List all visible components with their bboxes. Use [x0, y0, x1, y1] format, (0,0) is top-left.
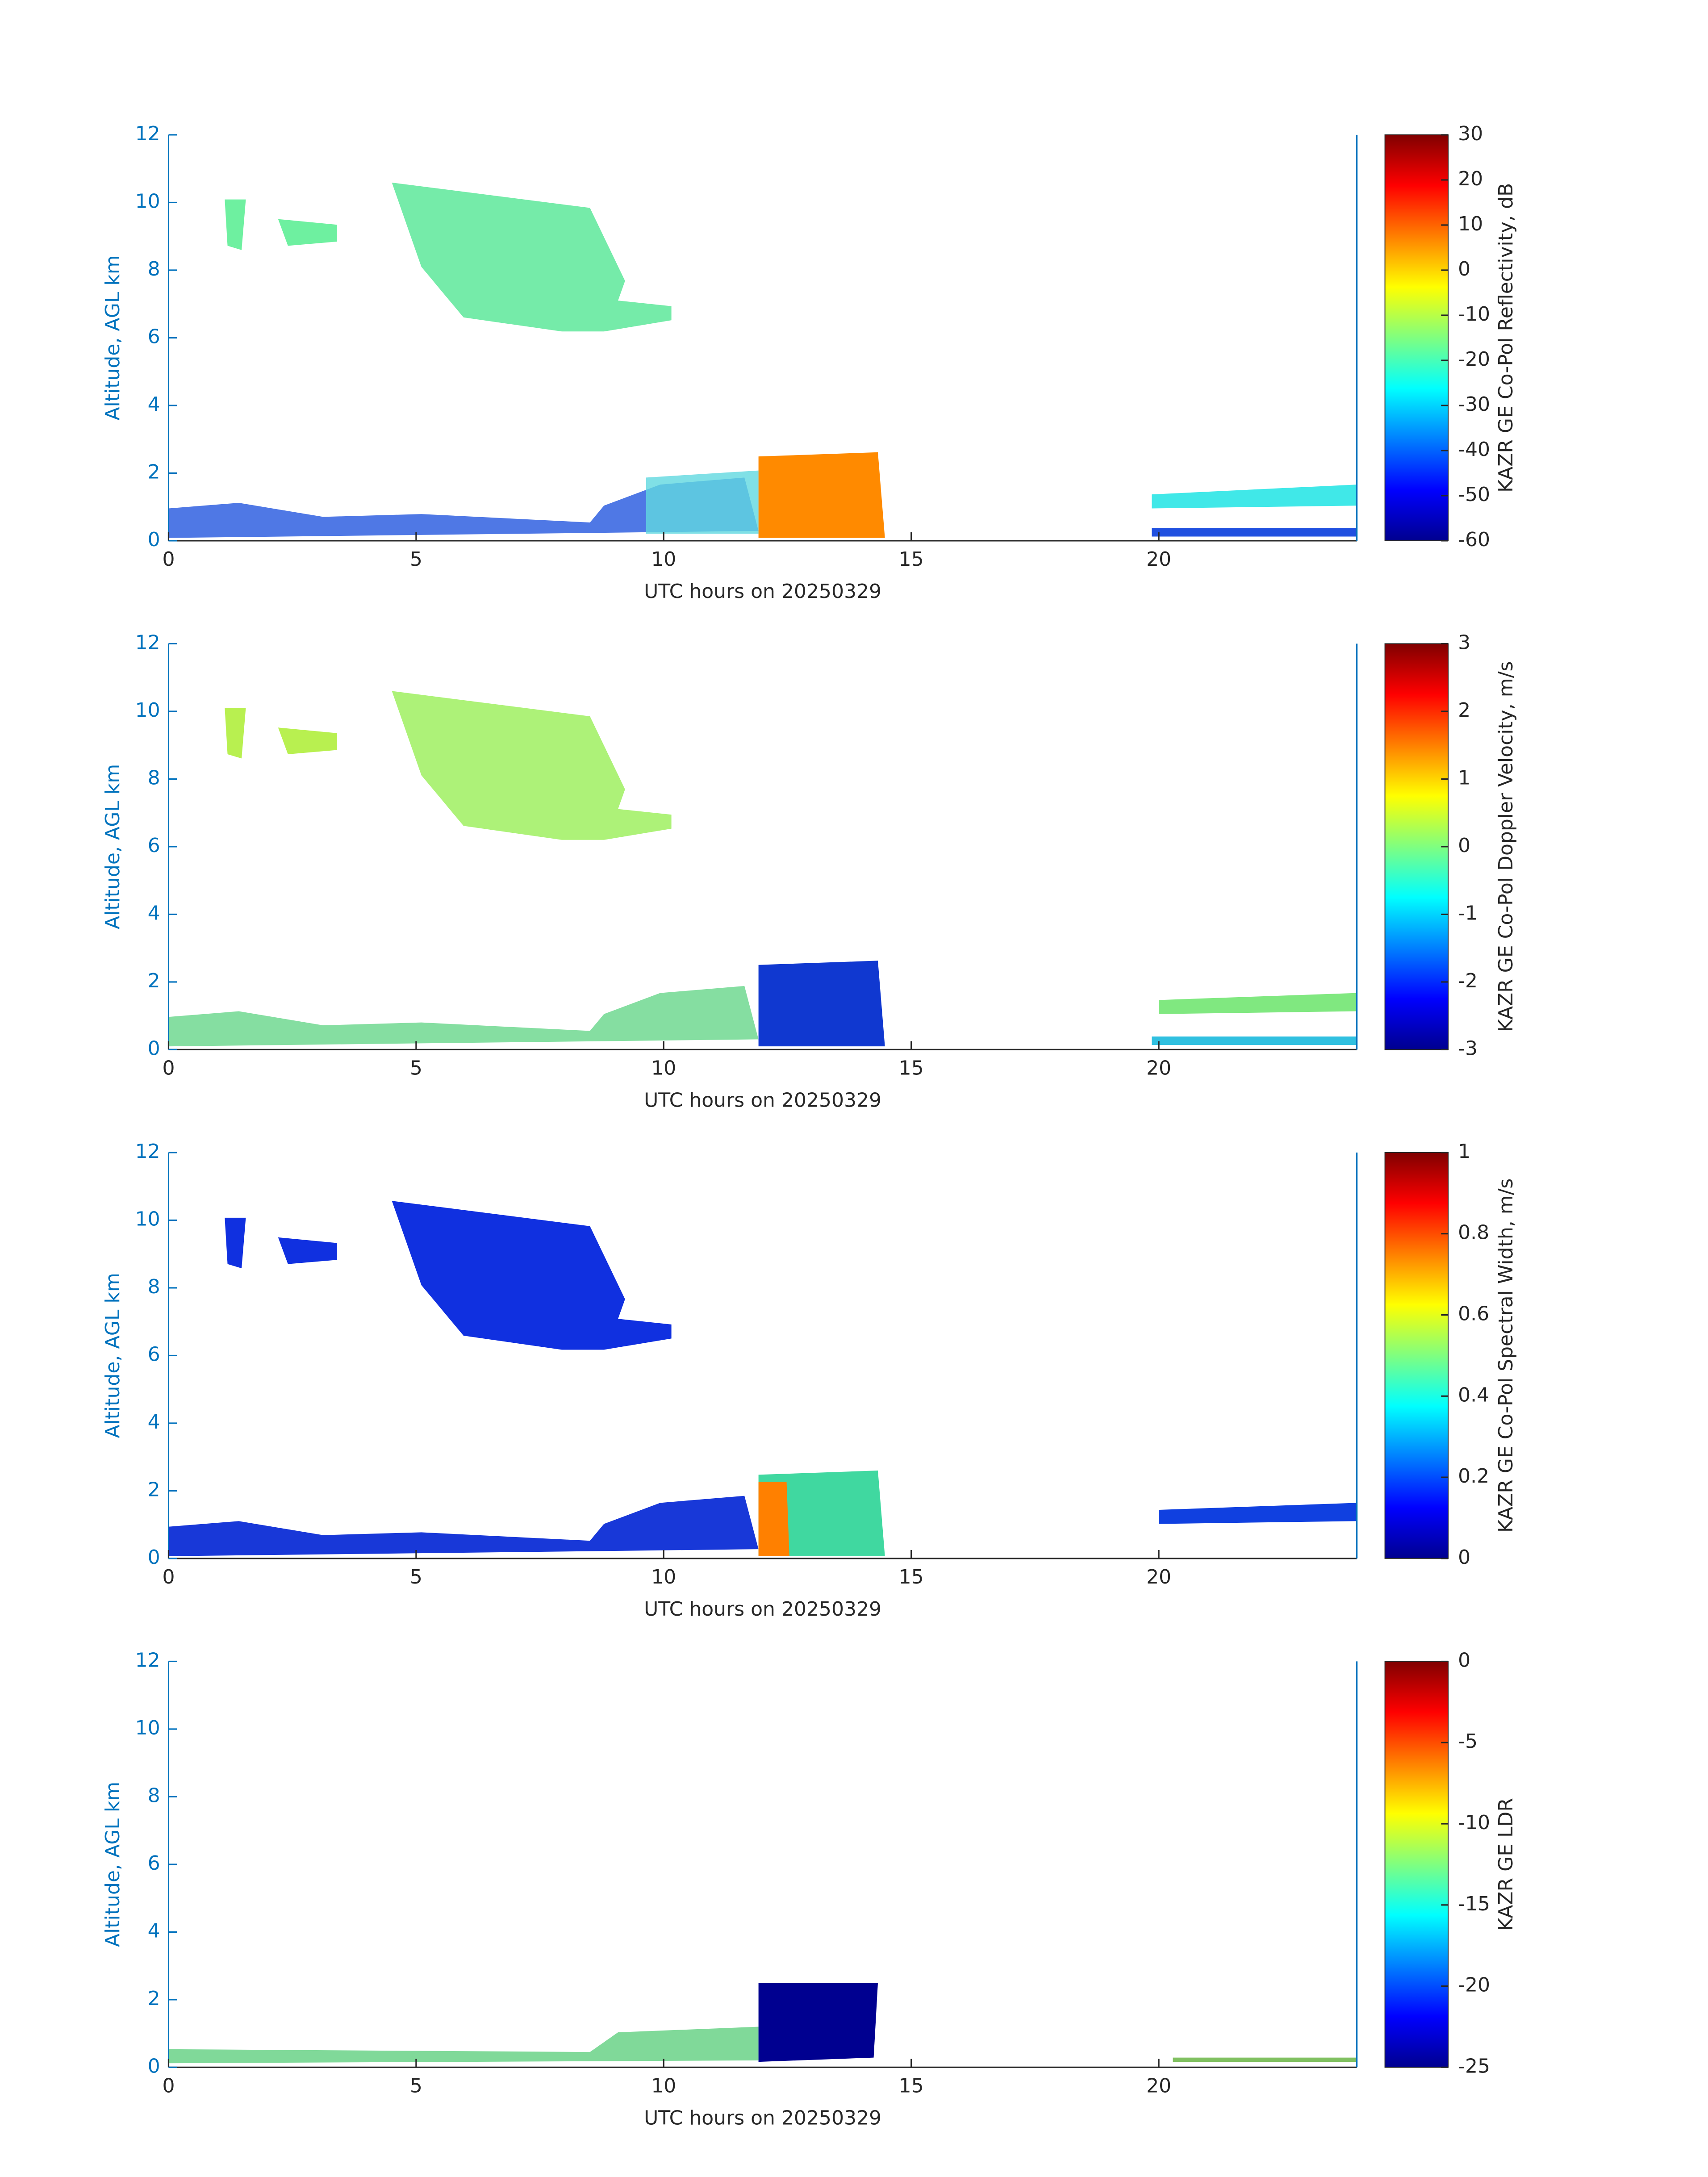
y-tick-label: 2 [148, 1478, 160, 1501]
colorbar-tick-label: -10 [1458, 1811, 1490, 1834]
echoes-ldr [168, 1983, 1357, 2064]
x-tick-label: 0 [162, 1566, 175, 1588]
y-tick-label: 4 [148, 1919, 160, 1942]
x-tick-label: 15 [899, 2074, 924, 2097]
colorbar-tick-label: 3 [1458, 631, 1470, 654]
x-tick-label: 0 [162, 2074, 175, 2097]
colorbar-tick-label: 30 [1458, 122, 1483, 145]
colorbar-label: KAZR GE Co-Pol Spectral Width, m/s [1495, 1178, 1517, 1533]
colorbar [1384, 1661, 1449, 2068]
x-axis-label: UTC hours on 20250329 [644, 580, 881, 603]
colorbar-tick-label: 0 [1458, 834, 1470, 857]
colorbar-label: KAZR GE Co-Pol Reflectivity, dB [1495, 183, 1517, 493]
colorbar-tick-label: 2 [1458, 699, 1470, 722]
x-tick-label: 5 [410, 548, 422, 571]
colorbar-tick-label: -20 [1458, 1974, 1490, 1997]
y-tick-label: 8 [148, 766, 160, 789]
colorbar [1384, 134, 1449, 541]
y-tick-label: 8 [148, 258, 160, 280]
x-tick-label: 20 [1146, 1566, 1171, 1588]
x-tick-label: 5 [410, 1057, 422, 1079]
x-tick-label: 0 [162, 1057, 175, 1079]
colorbar-tick-label: -3 [1458, 1037, 1478, 1060]
colorbar-tick-label: 0.8 [1458, 1221, 1489, 1244]
y-tick-label: 10 [135, 699, 160, 722]
y-tick-label: 12 [135, 1649, 160, 1671]
colorbar-tick-label: 10 [1458, 213, 1483, 235]
colorbar-tick-label: 20 [1458, 167, 1483, 190]
x-axis-label: UTC hours on 20250329 [644, 2107, 881, 2130]
colorbar-tick-label: -2 [1458, 969, 1478, 992]
x-tick-label: 0 [162, 548, 175, 571]
y-axis-label: Altitude, AGL km [101, 255, 124, 420]
y-axis-label: Altitude, AGL km [101, 1782, 124, 1947]
colorbar-tick-label: 0.6 [1458, 1303, 1489, 1325]
colorbar-tick-label: 0 [1458, 1546, 1470, 1569]
colorbar-tick-label: -1 [1458, 902, 1478, 924]
y-tick-label: 0 [148, 1037, 160, 1060]
y-tick-label: 4 [148, 1411, 160, 1433]
x-axis-label: UTC hours on 20250329 [644, 1598, 881, 1621]
y-tick-label: 12 [135, 631, 160, 654]
colorbar-tick-label: -30 [1458, 393, 1490, 416]
echoes-velocity [168, 691, 1357, 1047]
x-tick-label: 5 [410, 1566, 422, 1588]
colorbar-tick-label: -50 [1458, 483, 1490, 506]
x-tick-label: 15 [899, 1566, 924, 1588]
y-tick-label: 6 [148, 1852, 160, 1875]
echoes-width [168, 1201, 1357, 1556]
y-tick-label: 2 [148, 1987, 160, 2010]
echoes-reflectivity [168, 182, 1357, 538]
x-tick-label: 20 [1146, 2074, 1171, 2097]
colorbar-label: KAZR GE Co-Pol Doppler Velocity, m/s [1495, 661, 1517, 1032]
x-tick-label: 10 [651, 2074, 676, 2097]
y-tick-label: 6 [148, 325, 160, 348]
x-tick-label: 20 [1146, 1057, 1171, 1079]
colorbar-tick-label: 0.4 [1458, 1383, 1489, 1406]
y-tick-label: 2 [148, 969, 160, 992]
colorbar-tick-label: -60 [1458, 528, 1490, 551]
y-tick-label: 10 [135, 1208, 160, 1230]
x-tick-label: 15 [899, 548, 924, 571]
x-tick-label: 20 [1146, 548, 1171, 571]
y-tick-label: 6 [148, 1343, 160, 1366]
colorbar-tick-label: 1 [1458, 1140, 1470, 1163]
colorbar-label: KAZR GE LDR [1495, 1798, 1517, 1931]
y-tick-label: 8 [148, 1784, 160, 1807]
y-tick-label: 12 [135, 1140, 160, 1163]
y-tick-label: 2 [148, 460, 160, 483]
y-tick-label: 0 [148, 1546, 160, 1569]
colorbar-tick-label: 1 [1458, 766, 1470, 789]
y-tick-label: 8 [148, 1275, 160, 1298]
y-tick-label: 10 [135, 190, 160, 213]
y-tick-label: 0 [148, 2055, 160, 2077]
x-tick-label: 5 [410, 2074, 422, 2097]
y-tick-label: 4 [148, 902, 160, 924]
colorbar-tick-label: -20 [1458, 348, 1490, 371]
colorbar-tick-label: -5 [1458, 1730, 1478, 1753]
x-tick-label: 10 [651, 1566, 676, 1588]
y-axis-label: Altitude, AGL km [101, 764, 124, 929]
colorbar-tick-label: 0.2 [1458, 1465, 1489, 1488]
y-tick-label: 10 [135, 1717, 160, 1739]
colorbar-tick-label: -25 [1458, 2055, 1490, 2077]
x-tick-label: 10 [651, 1057, 676, 1079]
colorbar-tick-label: -10 [1458, 303, 1490, 326]
colorbar-tick-label: 0 [1458, 258, 1470, 280]
y-axis-label: Altitude, AGL km [101, 1273, 124, 1438]
y-tick-label: 6 [148, 834, 160, 857]
colorbar-tick-label: -40 [1458, 438, 1490, 461]
colorbar-tick-label: 0 [1458, 1649, 1470, 1671]
y-tick-label: 0 [148, 528, 160, 551]
colorbar [1384, 1152, 1449, 1559]
y-tick-label: 12 [135, 122, 160, 145]
colorbar [1384, 643, 1449, 1050]
colorbar-tick-label: -15 [1458, 1893, 1490, 1915]
y-tick-label: 4 [148, 393, 160, 416]
x-axis-label: UTC hours on 20250329 [644, 1089, 881, 1112]
x-tick-label: 10 [651, 548, 676, 571]
x-tick-label: 15 [899, 1057, 924, 1079]
